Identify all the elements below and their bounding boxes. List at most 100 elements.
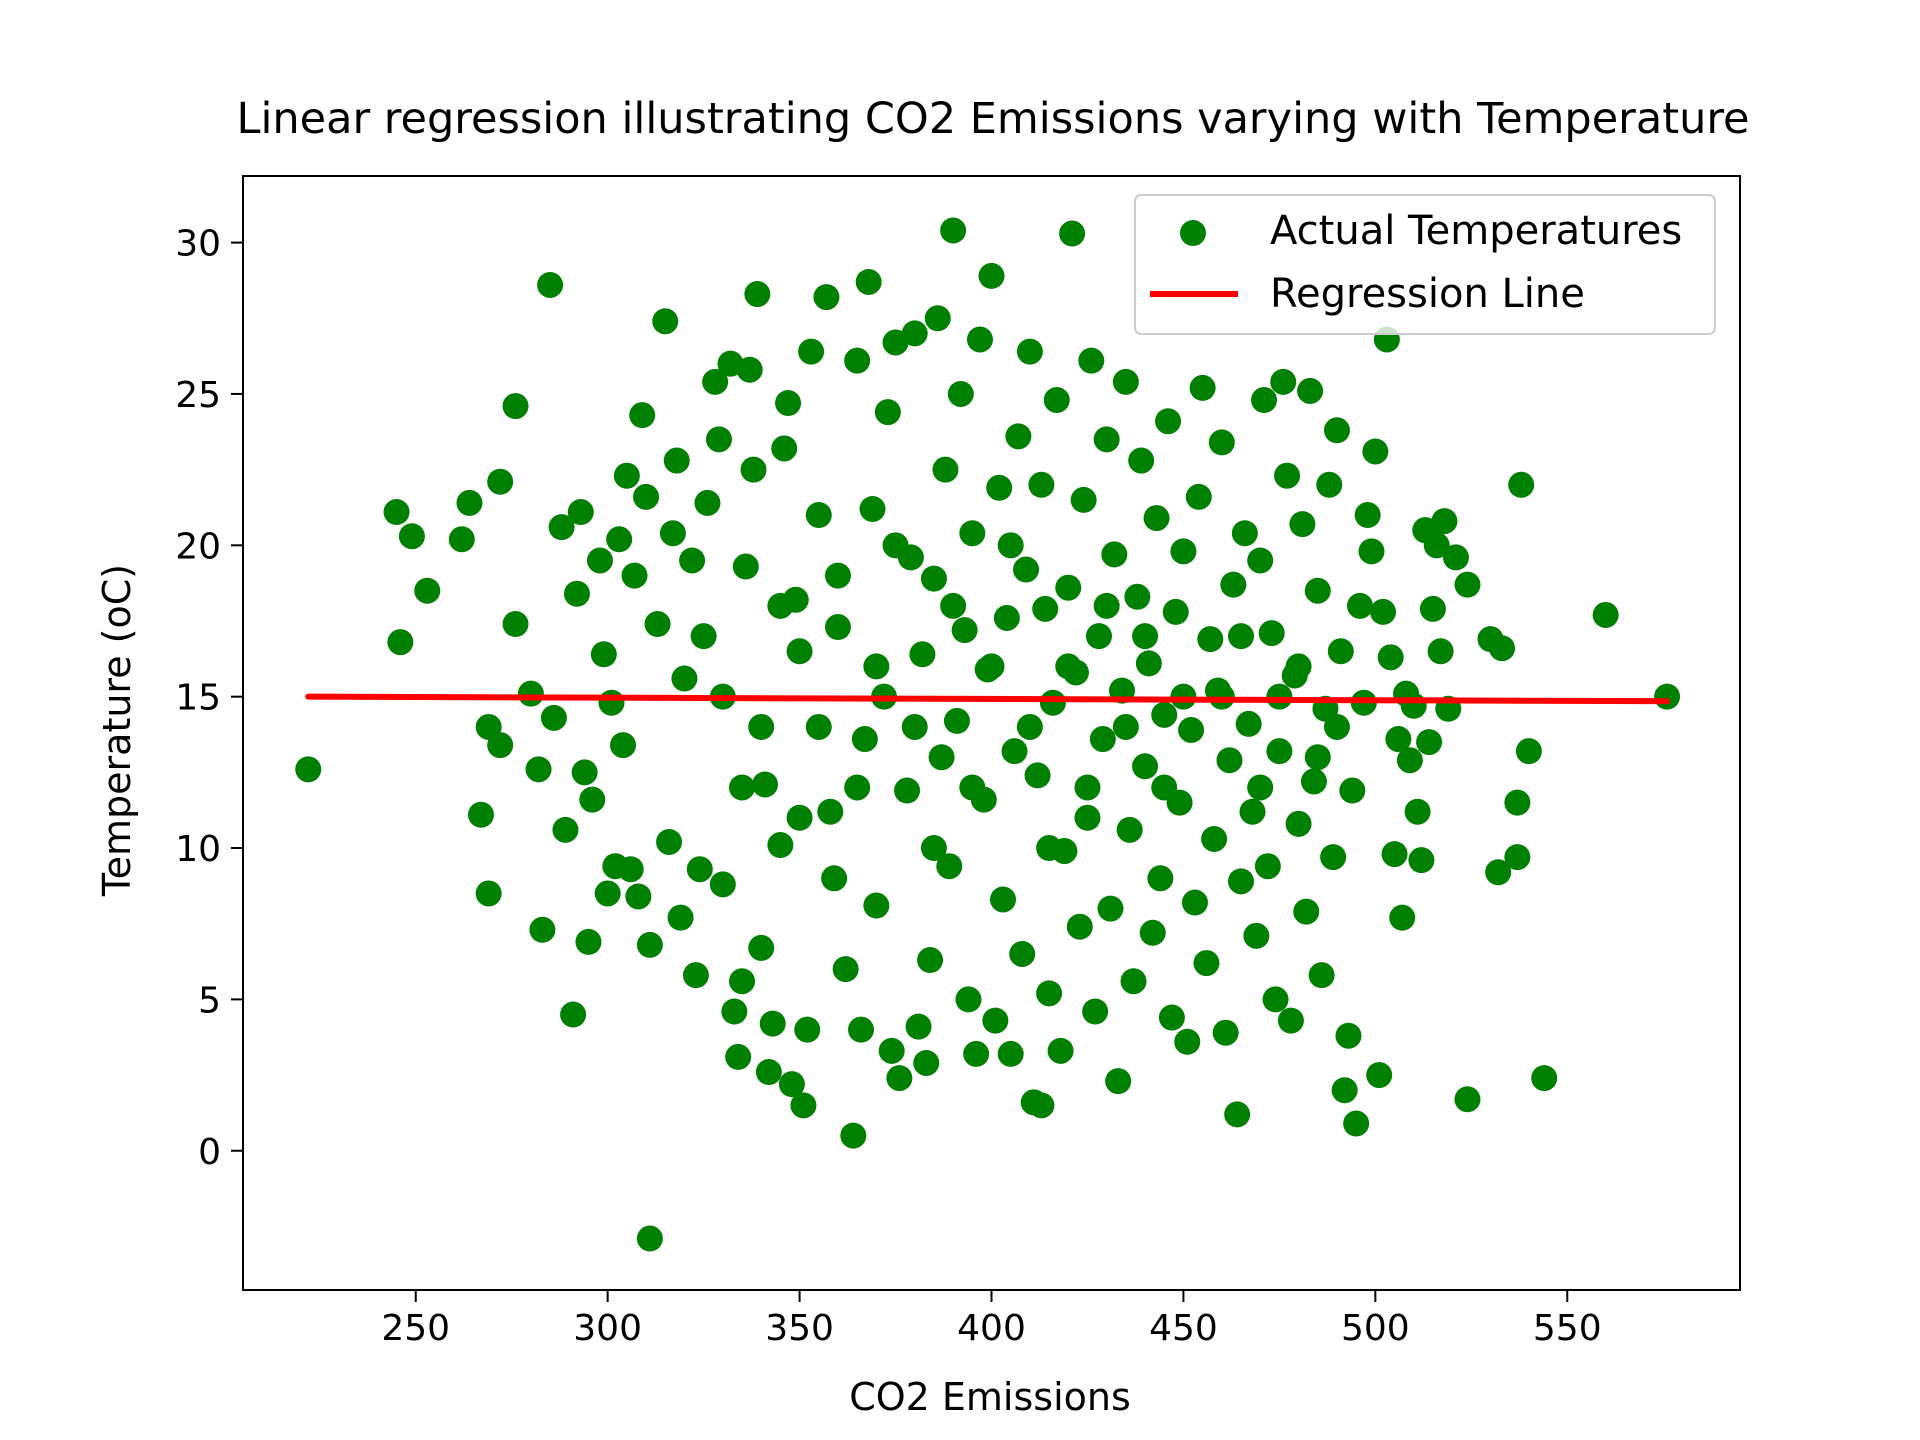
scatter-points (295, 217, 1681, 1252)
data-point (1235, 710, 1262, 737)
data-point (778, 1071, 805, 1098)
data-point (1151, 701, 1178, 728)
data-point (1231, 520, 1258, 547)
data-point (966, 326, 993, 353)
data-point (844, 347, 871, 374)
data-point (633, 483, 660, 510)
data-point (667, 904, 694, 931)
data-point (1162, 598, 1189, 625)
data-point (679, 547, 706, 574)
data-point (1485, 859, 1512, 886)
data-point (525, 756, 552, 783)
data-point (997, 1040, 1024, 1067)
data-point (567, 499, 594, 526)
data-point (1112, 368, 1139, 395)
data-point (1331, 1077, 1358, 1104)
data-point (617, 856, 644, 883)
data-point (659, 520, 686, 547)
data-point (1043, 387, 1070, 414)
data-point (1193, 950, 1220, 977)
data-point (1158, 1004, 1185, 1031)
data-point (1224, 1101, 1251, 1128)
data-point (740, 456, 767, 483)
data-point (629, 402, 656, 429)
x-tick-label: 400 (957, 1308, 1026, 1349)
data-point (1370, 598, 1397, 625)
data-point (771, 435, 798, 462)
data-point (475, 880, 502, 907)
data-point (1093, 426, 1120, 453)
data-point (1016, 713, 1043, 740)
data-point (1304, 577, 1331, 604)
data-point (705, 426, 732, 453)
data-point (993, 604, 1020, 631)
data-point (1323, 713, 1350, 740)
data-point (1504, 789, 1531, 816)
data-point (1427, 638, 1454, 665)
data-point (894, 777, 921, 804)
data-point (537, 271, 564, 298)
data-point (932, 456, 959, 483)
data-point (694, 489, 721, 516)
data-point (1454, 1086, 1481, 1113)
y-tick-label: 10 (175, 829, 221, 870)
data-point (959, 520, 986, 547)
data-point (414, 577, 441, 604)
y-axis-ticks: 0 5 10 15 20 25 30 (175, 224, 243, 1173)
data-point (863, 892, 890, 919)
data-point (982, 1007, 1009, 1034)
data-point (560, 1001, 587, 1028)
y-tick-label: 30 (175, 224, 221, 265)
x-tick-label: 500 (1341, 1308, 1410, 1349)
data-point (805, 713, 832, 740)
data-point (1270, 368, 1297, 395)
legend-label-actual: Actual Temperatures (1270, 208, 1682, 254)
data-point (1254, 853, 1281, 880)
data-point (955, 986, 982, 1013)
data-point (882, 532, 909, 559)
data-point (1354, 502, 1381, 529)
data-point (909, 641, 936, 668)
data-point (663, 447, 690, 474)
data-point (1197, 626, 1224, 653)
data-point (855, 268, 882, 295)
data-point (940, 592, 967, 619)
data-point (1431, 508, 1458, 535)
data-point (1074, 804, 1101, 831)
data-point (1032, 595, 1059, 622)
data-point (729, 774, 755, 801)
data-point (924, 305, 951, 332)
data-point (1216, 747, 1243, 774)
data-point (813, 284, 840, 311)
data-point (1105, 1068, 1132, 1095)
data-point (1308, 962, 1335, 989)
data-point (1396, 747, 1423, 774)
data-point (1531, 1065, 1558, 1092)
data-point (1228, 623, 1254, 650)
data-point (863, 653, 890, 680)
data-point (1385, 726, 1412, 753)
x-tick-label: 250 (381, 1308, 450, 1349)
data-point (1070, 486, 1097, 513)
data-point (886, 1065, 913, 1092)
data-point (1320, 844, 1347, 871)
x-tick-label: 450 (1149, 1308, 1218, 1349)
data-point (1189, 374, 1216, 401)
data-point (1247, 547, 1274, 574)
data-point (824, 562, 851, 589)
data-point (1208, 429, 1235, 456)
data-point (1089, 726, 1116, 753)
data-point (575, 928, 602, 955)
data-point (1047, 1037, 1074, 1064)
data-point (721, 998, 748, 1025)
data-point (1112, 713, 1139, 740)
data-point (1289, 511, 1316, 538)
data-point (1220, 571, 1247, 598)
data-point (1212, 1019, 1239, 1046)
data-point (1489, 635, 1516, 662)
data-point (878, 1037, 905, 1064)
data-point (748, 713, 775, 740)
data-point (1151, 774, 1178, 801)
data-point (928, 744, 955, 771)
